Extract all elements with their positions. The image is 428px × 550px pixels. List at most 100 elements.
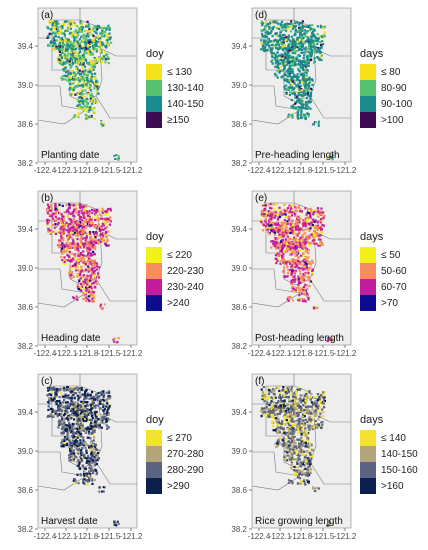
field-pixel — [98, 227, 101, 230]
field-pixel — [294, 223, 297, 226]
field-pixel — [307, 24, 310, 27]
field-pixel — [104, 50, 107, 53]
field-pixel — [292, 59, 295, 62]
field-pixel — [287, 81, 290, 84]
field-pixel — [84, 49, 87, 52]
field-pixel — [65, 71, 68, 74]
field-pixel — [74, 440, 77, 443]
field-pixel — [86, 283, 89, 286]
field-pixel — [75, 416, 79, 419]
x-tick-label: -121.5 — [312, 166, 335, 175]
field-pixel — [318, 244, 322, 247]
field-pixel — [71, 57, 74, 60]
field-pixel — [89, 393, 92, 396]
field-pixel — [306, 211, 309, 214]
field-pixel — [109, 209, 112, 212]
field-pixel — [275, 21, 278, 24]
field-pixel — [279, 36, 282, 39]
field-pixel — [307, 94, 311, 97]
field-pixel — [75, 269, 78, 272]
field-pixel — [311, 259, 314, 262]
field-pixel — [68, 245, 71, 248]
field-pixel — [286, 297, 289, 300]
field-pixel — [85, 289, 88, 292]
field-pixel — [60, 413, 63, 416]
field-pixel — [291, 290, 294, 293]
field-pixel — [288, 70, 292, 73]
field-pixel — [62, 49, 65, 52]
field-pixel — [302, 73, 305, 76]
field-pixel — [294, 93, 297, 96]
legend-swatch — [146, 263, 162, 279]
field-pixel — [331, 154, 334, 157]
field-pixel — [271, 230, 274, 233]
field-pixel — [288, 65, 291, 68]
field-pixel — [304, 32, 307, 35]
field-pixel — [85, 413, 88, 417]
field-pixel — [279, 254, 282, 257]
field-pixel — [81, 225, 84, 228]
field-pixel — [262, 229, 265, 232]
field-pixel — [52, 414, 55, 417]
field-pixel — [92, 295, 95, 298]
field-pixel — [298, 220, 301, 223]
field-pixel — [302, 268, 305, 271]
field-pixel — [310, 221, 313, 224]
field-pixel — [290, 25, 293, 29]
field-pixel — [307, 249, 310, 252]
field-pixel — [70, 246, 74, 249]
field-pixel — [273, 233, 276, 236]
field-pixel — [291, 40, 294, 43]
field-pixel — [59, 403, 62, 406]
field-pixel — [90, 451, 93, 454]
field-pixel — [306, 35, 309, 38]
field-pixel — [90, 427, 94, 430]
field-pixel — [296, 110, 299, 113]
legend-swatch — [146, 96, 162, 112]
field-pixel — [293, 278, 296, 281]
field-pixel — [63, 442, 66, 445]
field-pixel — [87, 291, 90, 294]
field-pixel — [71, 53, 74, 56]
field-pixel — [82, 250, 85, 253]
field-pixel — [321, 27, 324, 30]
field-pixel — [296, 55, 299, 58]
field-pixel — [59, 219, 62, 223]
field-pixel — [67, 223, 70, 226]
field-pixel — [93, 30, 96, 33]
field-pixel — [104, 230, 108, 233]
field-pixel — [52, 223, 55, 226]
field-pixel — [282, 47, 285, 50]
field-pixel — [66, 235, 69, 238]
field-pixel — [306, 227, 310, 230]
field-pixel — [65, 424, 68, 427]
field-pixel — [106, 217, 109, 220]
field-pixel — [61, 420, 64, 423]
field-pixel — [77, 222, 80, 225]
field-pixel — [87, 270, 90, 273]
field-pixel — [109, 207, 112, 210]
field-pixel — [68, 456, 71, 460]
field-pixel — [307, 36, 310, 40]
field-pixel — [87, 110, 90, 113]
field-pixel — [267, 32, 270, 35]
field-pixel — [323, 25, 327, 28]
field-pixel — [84, 83, 87, 86]
field-pixel — [88, 32, 91, 36]
field-pixel — [280, 29, 283, 32]
field-pixel — [87, 454, 90, 457]
field-pixel — [306, 284, 309, 287]
field-pixel — [108, 28, 111, 31]
county-boundary — [252, 8, 295, 39]
field-pixel — [95, 218, 98, 221]
field-pixel — [68, 223, 72, 226]
field-pixel — [78, 425, 81, 428]
field-pixel — [117, 337, 120, 340]
y-tick-label: 38.2 — [17, 342, 33, 351]
field-pixel — [289, 262, 292, 265]
field-pixel — [89, 449, 92, 452]
field-pixel — [78, 246, 81, 249]
field-pixel — [89, 274, 92, 277]
field-pixel — [275, 46, 278, 49]
field-pixel — [90, 459, 93, 462]
